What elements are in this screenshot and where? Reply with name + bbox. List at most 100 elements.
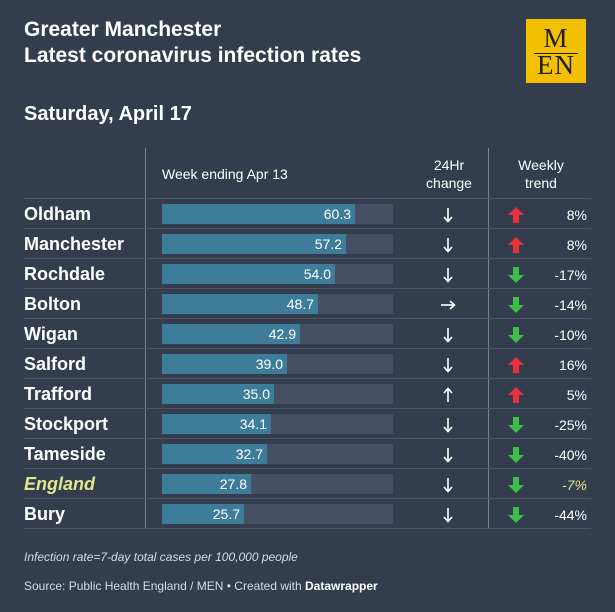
logo-divider: [534, 53, 578, 54]
trend-percent: 8%: [566, 207, 587, 223]
rate-value: 42.9: [268, 326, 296, 342]
trend-down-arrow-icon: [507, 326, 525, 344]
table-row: Rochdale 54.0 -17%: [0, 259, 615, 289]
trend-percent: 16%: [558, 357, 587, 373]
rate-bar-track: 35.0: [162, 384, 393, 404]
table-row: Trafford 35.0 5%: [0, 379, 615, 409]
table-row: England 27.8 -7%: [0, 469, 615, 499]
trend-percent: 5%: [566, 387, 587, 403]
trend-percent: -40%: [554, 447, 587, 463]
rate-bar: 39.0: [162, 354, 287, 374]
rate-bar-track: 57.2: [162, 234, 393, 254]
table-row: Tameside 32.7 -40%: [0, 439, 615, 469]
row-divider: [24, 468, 591, 469]
row-divider: [24, 318, 591, 319]
change-right-arrow-icon: [438, 295, 458, 315]
trend-header-line-2: trend: [525, 175, 557, 191]
area-name: Bolton: [24, 294, 81, 314]
change-header-line-1: 24Hr: [433, 157, 465, 173]
trend-up-arrow-icon: [507, 206, 525, 224]
change-down-arrow-icon: [438, 235, 458, 255]
trend-down-arrow-icon: [507, 416, 525, 434]
trend-up-arrow-icon: [507, 236, 525, 254]
rate-bar-track: 42.9: [162, 324, 393, 344]
trend-down-arrow-icon: [507, 506, 525, 524]
rate-bar-track: 25.7: [162, 504, 393, 524]
rate-value: 39.0: [255, 356, 283, 372]
table-row: Bury 25.7 -44%: [0, 499, 615, 529]
men-logo: M EN: [526, 19, 586, 83]
rate-bar: 32.7: [162, 444, 267, 464]
trend-percent: -10%: [554, 327, 587, 343]
table-row: Oldham 60.3 8%: [0, 199, 615, 229]
rate-value: 60.3: [323, 206, 351, 222]
table-row: Manchester 57.2 8%: [0, 229, 615, 259]
rate-bar-track: 34.1: [162, 414, 393, 434]
rate-bar: 35.0: [162, 384, 274, 404]
rate-bar: 42.9: [162, 324, 300, 344]
change-header-line-2: change: [426, 175, 472, 191]
source-text: Source: Public Health England / MEN • Cr…: [24, 579, 306, 593]
change-up-arrow-icon: [438, 385, 458, 405]
change-down-arrow-icon: [438, 325, 458, 345]
change-down-arrow-icon: [438, 355, 458, 375]
trend-down-arrow-icon: [507, 296, 525, 314]
row-divider: [24, 228, 591, 229]
rate-bar-track: 48.7: [162, 294, 393, 314]
change-down-arrow-icon: [438, 445, 458, 465]
area-name: Manchester: [24, 234, 125, 254]
rate-bar-track: 27.8: [162, 474, 393, 494]
area-name: Salford: [24, 354, 87, 374]
rate-bar: 57.2: [162, 234, 346, 254]
area-name: Rochdale: [24, 264, 106, 284]
title-line-1: Greater Manchester: [24, 18, 222, 41]
trend-percent: -14%: [554, 297, 587, 313]
rate-value: 35.0: [242, 386, 270, 402]
area-name: Oldham: [24, 204, 92, 224]
trend-down-arrow-icon: [507, 266, 525, 284]
rate-bar-track: 32.7: [162, 444, 393, 464]
area-name: Trafford: [24, 384, 93, 404]
row-divider: [24, 438, 591, 439]
footnote: Infection rate=7-day total cases per 100…: [24, 550, 298, 564]
change-down-arrow-icon: [438, 505, 458, 525]
row-divider: [24, 198, 591, 199]
column-header-rate: Week ending Apr 13: [162, 166, 288, 182]
rate-bar: 60.3: [162, 204, 355, 224]
trend-down-arrow-icon: [507, 476, 525, 494]
column-header-change: 24Hr change: [405, 156, 493, 192]
row-divider: [24, 408, 591, 409]
change-down-arrow-icon: [438, 415, 458, 435]
change-down-arrow-icon: [438, 265, 458, 285]
row-divider: [24, 528, 591, 529]
area-name: England: [24, 474, 95, 494]
area-name: Stockport: [24, 414, 109, 434]
rate-bar: 54.0: [162, 264, 335, 284]
logo-line-1: M: [543, 23, 569, 53]
row-divider: [24, 498, 591, 499]
change-down-arrow-icon: [438, 205, 458, 225]
rate-value: 48.7: [286, 296, 314, 312]
trend-percent: -17%: [554, 267, 587, 283]
table-row: Bolton 48.7 -14%: [0, 289, 615, 319]
rate-bar: 48.7: [162, 294, 318, 314]
trend-header-line-1: Weekly: [518, 157, 564, 173]
title-line-2: Latest coronavirus infection rates: [24, 44, 362, 67]
rate-value: 27.8: [219, 476, 247, 492]
table-row: Stockport 34.1 -25%: [0, 409, 615, 439]
rate-value: 54.0: [303, 266, 331, 282]
table-row: Wigan 42.9 -10%: [0, 319, 615, 349]
rate-value: 34.1: [239, 416, 267, 432]
area-name: Tameside: [24, 444, 106, 464]
trend-down-arrow-icon: [507, 446, 525, 464]
rate-bar-track: 60.3: [162, 204, 393, 224]
source-line: Source: Public Health England / MEN • Cr…: [24, 579, 378, 593]
date-subtitle: Saturday, April 17: [24, 103, 192, 125]
rate-value: 32.7: [235, 446, 263, 462]
trend-percent: 8%: [566, 237, 587, 253]
area-name: Wigan: [24, 324, 78, 344]
rate-bar: 27.8: [162, 474, 251, 494]
trend-up-arrow-icon: [507, 356, 525, 374]
trend-percent: -25%: [554, 417, 587, 433]
rate-value: 25.7: [212, 506, 240, 522]
